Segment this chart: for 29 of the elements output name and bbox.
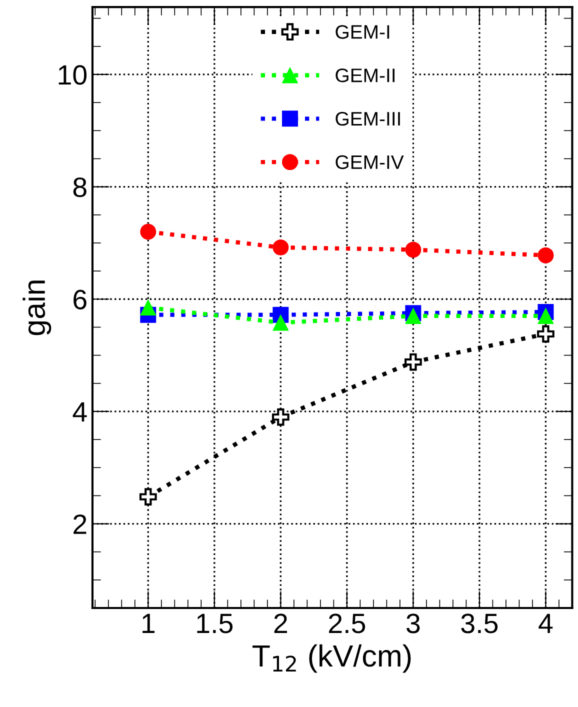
legend-label: GEM-II xyxy=(336,68,395,82)
y-tick-label: 6 xyxy=(74,290,86,310)
y-tick-label: 2 xyxy=(74,514,86,534)
x-tick-label: 3 xyxy=(406,614,420,634)
x-tick-label: 4 xyxy=(538,614,553,634)
x-tick-label: 1.5 xyxy=(197,614,233,634)
point xyxy=(404,353,422,371)
x-tick-label: 1 xyxy=(142,614,155,634)
y-tick-label: 8 xyxy=(73,177,86,198)
point xyxy=(538,247,554,264)
point xyxy=(537,325,554,343)
point xyxy=(272,408,290,426)
point xyxy=(140,224,156,240)
y-axis-title: gain xyxy=(22,280,52,336)
x-tick-label: 2 xyxy=(274,614,287,634)
legend-label: GEM-I xyxy=(336,25,390,39)
x-tick-label: 2.5 xyxy=(329,614,366,634)
y-tick-label: 10 xyxy=(58,65,87,85)
point xyxy=(272,239,289,256)
legend-label: GEM-III xyxy=(336,112,400,126)
point xyxy=(139,488,157,506)
point xyxy=(405,242,422,258)
legend-label: GEM-IV xyxy=(336,155,404,170)
x-tick-label: 3.5 xyxy=(461,614,498,634)
y-tick-label: 4 xyxy=(72,402,87,422)
x-axis-title: T$_{12}$ (kV/cm) xyxy=(252,644,411,673)
point xyxy=(538,308,554,324)
point xyxy=(272,314,289,331)
point xyxy=(140,300,156,316)
